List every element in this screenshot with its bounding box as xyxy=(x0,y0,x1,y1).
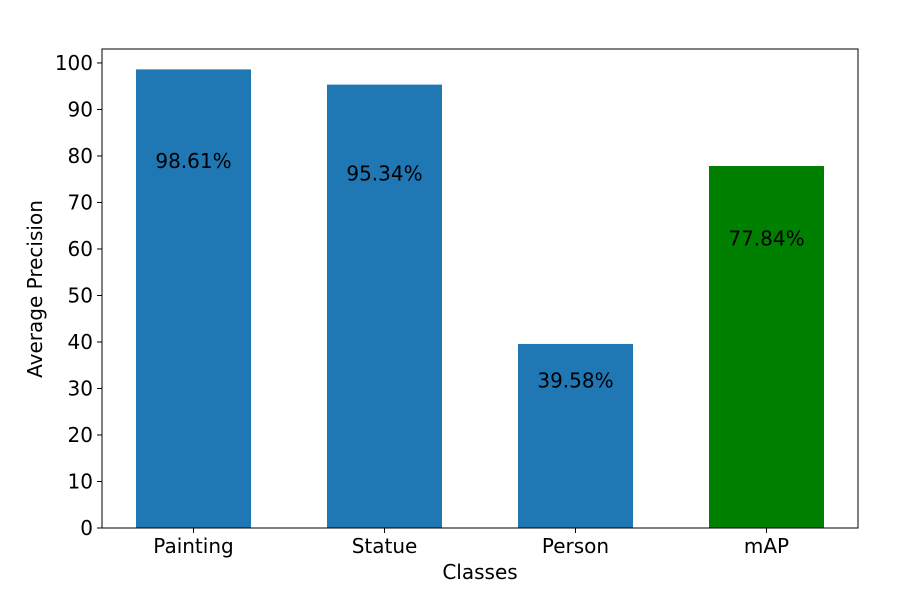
y-tick-label: 0 xyxy=(80,516,93,540)
data-label-statue: 95.34% xyxy=(346,161,422,185)
x-axis-label: Classes xyxy=(442,560,517,584)
data-label-painting: 98.61% xyxy=(155,149,231,173)
y-tick-label: 60 xyxy=(68,237,93,261)
bars xyxy=(136,69,824,529)
x-tick-label: mAP xyxy=(744,534,789,558)
y-tick-label: 20 xyxy=(68,423,93,447)
y-tick-label: 50 xyxy=(68,283,93,307)
plot-frame xyxy=(101,48,859,529)
y-tick-label: 30 xyxy=(68,376,93,400)
bar-person xyxy=(518,343,633,528)
bar-painting xyxy=(136,69,251,528)
y-tick-label: 100 xyxy=(55,51,93,75)
y-tick-label: 70 xyxy=(68,190,93,214)
bar-map xyxy=(709,166,824,528)
x-axis-ticks: Painting Statue Person mAP xyxy=(153,528,789,558)
y-tick-label: 90 xyxy=(68,97,93,121)
data-labels: 98.61% 95.34% 39.58% 77.84% xyxy=(155,149,804,393)
bar-statue xyxy=(327,84,442,529)
data-label-map: 77.84% xyxy=(728,226,804,250)
x-tick-label: Statue xyxy=(352,534,418,558)
x-tick-label: Person xyxy=(542,534,609,558)
y-axis-ticks: 0 10 20 30 40 50 60 70 80 90 100 xyxy=(55,51,102,540)
y-tick-label: 10 xyxy=(68,469,93,493)
data-label-person: 39.58% xyxy=(537,369,613,393)
y-tick-label: 80 xyxy=(68,144,93,168)
y-tick-label: 40 xyxy=(68,330,93,354)
x-tick-label: Painting xyxy=(153,534,233,558)
y-axis-label: Average Precision xyxy=(23,200,47,378)
